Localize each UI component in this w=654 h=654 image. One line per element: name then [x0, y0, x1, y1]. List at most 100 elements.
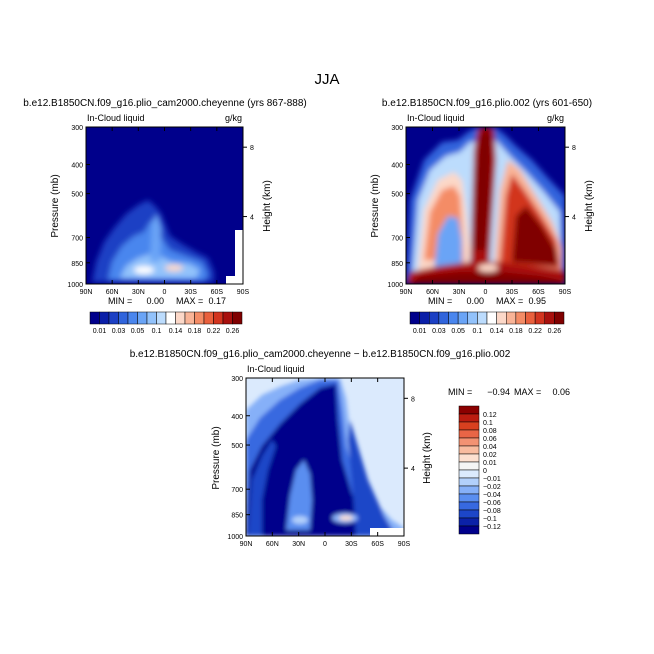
x-tick-label: 30S	[506, 289, 519, 296]
colorbar-swatch	[146, 311, 157, 325]
panel-2-units: g/kg	[547, 113, 564, 123]
colorbar-swatch	[213, 311, 224, 325]
colorbar-label: 0.14	[490, 328, 504, 335]
panel-3-sh-band	[348, 420, 396, 536]
colorbar-label: 0.05	[131, 328, 145, 335]
colorbar-label: 0.14	[169, 328, 183, 335]
colorbar-swatch	[419, 311, 430, 325]
x-tick-label: 60N	[426, 289, 439, 296]
panel-1-units: g/kg	[225, 113, 242, 123]
colorbar-swatch	[477, 311, 488, 325]
x-tick-label: 90S	[237, 289, 250, 296]
panel-3-max-label: MAX =	[514, 387, 541, 397]
panel-3-ticks: 90N 60N 30N 0 30S 60S 90S 300 400 500 700 850 1000 8 4	[227, 376, 415, 548]
colorbar-swatch	[458, 501, 480, 511]
colorbar-swatch	[467, 311, 478, 325]
colorbar-label: −0.02	[483, 484, 501, 491]
panel-2-max-value: 0.95	[528, 296, 546, 306]
colorbar-label: 0.18	[188, 328, 202, 335]
colorbar-label: −0.12	[483, 524, 501, 531]
panel-2-equator-low	[478, 264, 498, 272]
colorbar-swatch	[458, 453, 480, 463]
panel-1-core-north	[134, 266, 154, 274]
colorbar-swatch	[458, 509, 480, 519]
panel-3-terrain	[370, 528, 404, 536]
colorbar-swatch	[127, 311, 138, 325]
colorbar-swatch	[137, 311, 148, 325]
colorbar-swatch	[194, 311, 205, 325]
y-tick-label: 1000	[227, 534, 243, 541]
panel-1-terrain	[226, 276, 243, 284]
panel-2-colorbar: 0.01 0.03 0.05 0.1 0.14 0.18 0.22 0.26	[409, 311, 565, 335]
colorbar-label: 0.01	[93, 328, 107, 335]
colorbar-swatch	[156, 311, 167, 325]
panel-3-nh-pos-core	[292, 516, 308, 524]
colorbar-label: 0.04	[483, 444, 497, 451]
y-tick-label: 500	[71, 192, 83, 199]
colorbar-label: 0.26	[226, 328, 240, 335]
y-tick-label: 400	[391, 163, 403, 170]
panel-1-ylabel-right: Height (km)	[262, 180, 273, 232]
colorbar-label: 0.02	[483, 452, 497, 459]
x-tick-label: 90S	[559, 289, 572, 296]
colorbar-swatch	[458, 445, 480, 455]
colorbar-swatch	[458, 421, 480, 431]
panel-2-left-label: In-Cloud liquid	[407, 113, 465, 123]
colorbar-label: 0.26	[548, 328, 562, 335]
panel-1-title: b.e12.B1850CN.f09_g16.plio_cam2000.cheye…	[23, 98, 307, 109]
y-right-tick-label: 4	[572, 215, 576, 222]
panel-3-title: b.e12.B1850CN.f09_g16.plio_cam2000.cheye…	[130, 349, 511, 360]
colorbar-swatch	[496, 311, 507, 325]
panel-3-left-label: In-Cloud liquid	[247, 364, 305, 374]
y-right-tick-label: 8	[250, 145, 254, 152]
colorbar-label: −0.04	[483, 492, 501, 499]
colorbar-label: 0.06	[483, 436, 497, 443]
colorbar-label: 0.03	[432, 328, 446, 335]
y-tick-label: 500	[391, 192, 403, 199]
colorbar-swatch	[165, 311, 176, 325]
x-tick-label: 60S	[211, 289, 224, 296]
panel-3-neg-deep	[246, 384, 386, 536]
x-tick-label: 30S	[345, 541, 358, 548]
x-tick-label: 30S	[184, 289, 197, 296]
panel-2-min-label: MIN =	[428, 296, 452, 306]
panel-1-left-label: In-Cloud liquid	[87, 113, 145, 123]
panel-1-terrain-b	[235, 230, 243, 276]
y-right-tick-label: 8	[411, 396, 415, 403]
y-tick-label: 700	[231, 487, 243, 494]
y-tick-label: 400	[231, 414, 243, 421]
panel-1-min-value: 0.00	[146, 296, 164, 306]
colorbar-label: 0.03	[112, 328, 126, 335]
panel-3-min-label: MIN =	[448, 387, 472, 397]
colorbar-label: 0.22	[528, 328, 542, 335]
colorbar-swatch	[458, 493, 480, 503]
panel-3-field	[246, 378, 404, 536]
panel-1-ticks: 90N 60N 30N 0 30S 60S 90S 300 400 500 700 850 1000 8 4	[67, 125, 254, 296]
colorbar-swatch	[486, 311, 497, 325]
panel-1-max-value: 0.17	[208, 296, 226, 306]
colorbar-swatch	[108, 311, 119, 325]
colorbar-swatch	[458, 469, 480, 479]
panel-2-min-value: 0.00	[466, 296, 484, 306]
x-tick-label: 30N	[132, 289, 145, 296]
panel-2: b.e12.B1850CN.f09_g16.plio.002 (yrs 601-…	[370, 98, 595, 335]
y-right-tick-label: 4	[411, 466, 415, 473]
panel-3-ylabel-right: Height (km)	[422, 432, 433, 484]
panel-1-updraft	[150, 214, 161, 262]
y-tick-label: 850	[391, 261, 403, 268]
panel-3-ylabel: Pressure (mb)	[211, 426, 222, 489]
colorbar-swatch	[458, 477, 480, 487]
x-tick-label: 30N	[453, 289, 466, 296]
page-title: JJA	[314, 71, 339, 88]
colorbar-swatch	[458, 517, 480, 527]
colorbar-label: −0.06	[483, 500, 501, 507]
colorbar-swatch	[448, 311, 459, 325]
panel-1-min-label: MIN =	[108, 296, 132, 306]
colorbar-label: 0.05	[451, 328, 465, 335]
colorbar-swatch	[458, 405, 480, 415]
colorbar-swatch	[429, 311, 440, 325]
colorbar-label: 0.1	[152, 328, 162, 335]
colorbar-label: 0	[483, 468, 487, 475]
panel-1-core-south	[165, 264, 183, 272]
